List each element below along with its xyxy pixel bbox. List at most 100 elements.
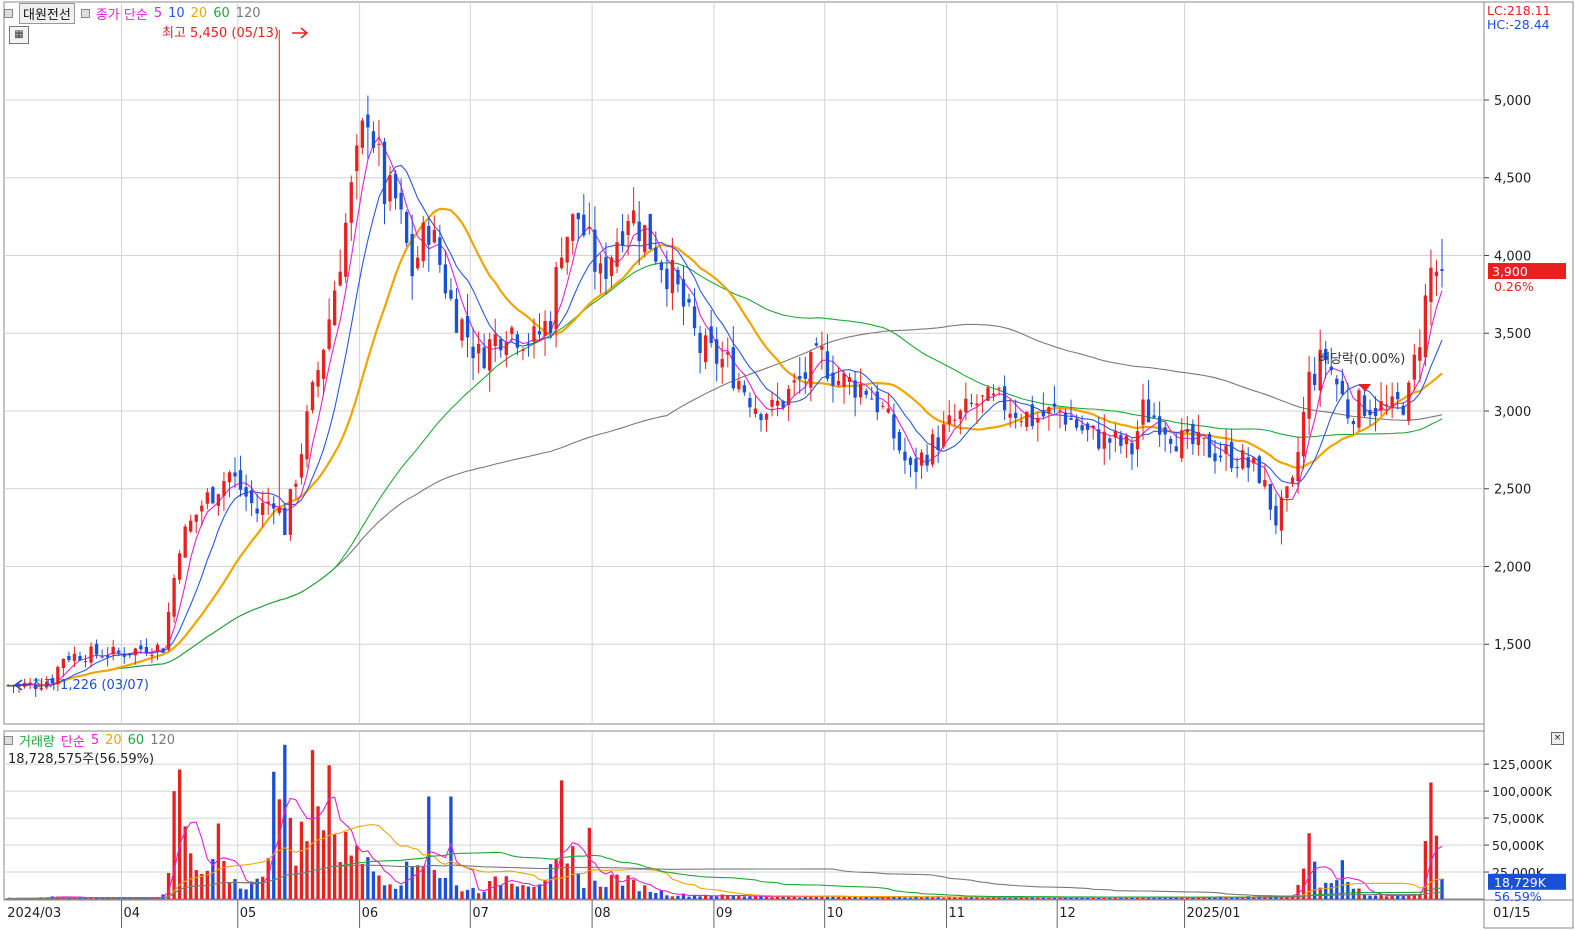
volume-bar bbox=[189, 853, 193, 899]
candle-body bbox=[150, 655, 154, 657]
candle-body bbox=[1340, 380, 1345, 395]
candle-body bbox=[1335, 378, 1339, 385]
volume-bar bbox=[604, 887, 608, 899]
current-change-label: 0.26% bbox=[1494, 279, 1534, 294]
volume-bar bbox=[532, 886, 536, 899]
volume-bar bbox=[493, 876, 497, 899]
candle-body bbox=[1346, 399, 1350, 419]
candle-body bbox=[249, 490, 254, 504]
candle-body bbox=[11, 685, 16, 687]
candle-body bbox=[216, 494, 221, 506]
volume-bar bbox=[377, 875, 381, 899]
vol-ma-period-5: 5 bbox=[90, 733, 100, 748]
candle-body bbox=[969, 402, 974, 404]
ma-toggle-icon[interactable] bbox=[80, 9, 90, 18]
candle-body bbox=[820, 346, 824, 350]
volume-legend: 거래량 단순 5 20 60 120 bbox=[4, 731, 175, 750]
candle-body bbox=[609, 257, 614, 277]
candle-body bbox=[1097, 429, 1101, 449]
candle-body bbox=[449, 290, 453, 299]
candle-body bbox=[233, 472, 237, 477]
volume-bar bbox=[565, 863, 569, 899]
candle-body bbox=[355, 145, 359, 171]
volume-bar bbox=[1091, 896, 1095, 899]
candle-body bbox=[764, 414, 769, 420]
volume-bar bbox=[1085, 897, 1090, 899]
volume-bar bbox=[1340, 860, 1345, 899]
candle-body bbox=[1169, 438, 1173, 444]
stock-name[interactable]: 대원전선 bbox=[19, 3, 75, 24]
volume-bar bbox=[449, 796, 453, 899]
volume-bar bbox=[1146, 897, 1151, 899]
volume-bar bbox=[903, 897, 907, 899]
price-tick-label: 3,000 bbox=[1494, 405, 1531, 420]
vol-ma-period-60: 60 bbox=[127, 733, 145, 748]
candle-body bbox=[886, 408, 890, 413]
ma-line-60 bbox=[7, 262, 1443, 687]
volume-bar bbox=[399, 885, 403, 899]
candle-body bbox=[1307, 371, 1311, 419]
volume-bar bbox=[238, 888, 243, 899]
candle-body bbox=[803, 372, 807, 379]
candle-body bbox=[272, 503, 276, 509]
volume-bar bbox=[1058, 897, 1062, 899]
current-price-label: 3,900 bbox=[1492, 264, 1528, 279]
volume-bar bbox=[892, 896, 896, 899]
candle-body bbox=[1296, 452, 1300, 482]
candle-body bbox=[1379, 401, 1383, 411]
candle-body bbox=[28, 682, 32, 686]
candle-body bbox=[726, 352, 730, 355]
volume-bar bbox=[1396, 895, 1400, 899]
candle-body bbox=[1368, 409, 1372, 416]
candle-body bbox=[382, 141, 387, 204]
x-tick-label: 01/15 bbox=[1493, 906, 1530, 921]
volume-bar bbox=[1213, 896, 1217, 899]
candle-body bbox=[975, 403, 979, 406]
volume-bar bbox=[798, 897, 802, 899]
candle-body bbox=[316, 370, 320, 387]
candle-body bbox=[299, 454, 304, 478]
candle-body bbox=[144, 646, 149, 654]
volume-bar bbox=[947, 897, 951, 899]
candle-body bbox=[416, 257, 420, 269]
x-tick-label: 2025/01 bbox=[1187, 906, 1241, 921]
candle-body bbox=[493, 334, 497, 346]
volume-toggle-icon[interactable] bbox=[4, 736, 13, 745]
lc-label: LC:218.11 bbox=[1487, 3, 1551, 18]
candle-body bbox=[548, 321, 553, 334]
volume-bar bbox=[1401, 896, 1405, 899]
ma-period-120: 120 bbox=[235, 6, 261, 21]
candle-body bbox=[947, 415, 951, 425]
volume-bar bbox=[560, 780, 564, 899]
volume-bar bbox=[1113, 897, 1117, 899]
high-annotation: 최고 5,450 (05/13) bbox=[162, 26, 279, 41]
legend-toggle-icon[interactable] bbox=[4, 9, 13, 18]
current-price-tag bbox=[1488, 263, 1566, 280]
volume-bar bbox=[1407, 894, 1411, 899]
candle-body bbox=[1185, 429, 1189, 433]
volume-bar bbox=[615, 874, 619, 899]
candle-body bbox=[1074, 419, 1079, 428]
volume-tick-label: 75,000K bbox=[1492, 811, 1545, 826]
candle-body bbox=[78, 655, 82, 661]
candle-body bbox=[1213, 453, 1217, 462]
candle-body bbox=[189, 520, 193, 532]
candle-body bbox=[870, 398, 874, 400]
table-grid-icon[interactable]: ▦ bbox=[9, 26, 29, 44]
candle-body bbox=[626, 220, 630, 236]
candle-body bbox=[227, 472, 232, 483]
candle-body bbox=[593, 229, 597, 272]
volume-bar bbox=[144, 898, 149, 899]
candle-body bbox=[737, 380, 741, 390]
candle-body bbox=[582, 214, 586, 236]
candle-body bbox=[56, 666, 60, 685]
volume-bar bbox=[316, 806, 320, 899]
close-panel-icon[interactable]: × bbox=[1551, 732, 1564, 745]
volume-bar bbox=[1191, 897, 1195, 899]
volume-bar bbox=[1429, 782, 1433, 899]
price-legend: 대원전선 종가 단순 5 10 20 60 120 bbox=[4, 3, 261, 24]
volume-bar bbox=[1163, 897, 1167, 899]
candle-body bbox=[1396, 391, 1400, 400]
volume-bar bbox=[681, 893, 686, 899]
